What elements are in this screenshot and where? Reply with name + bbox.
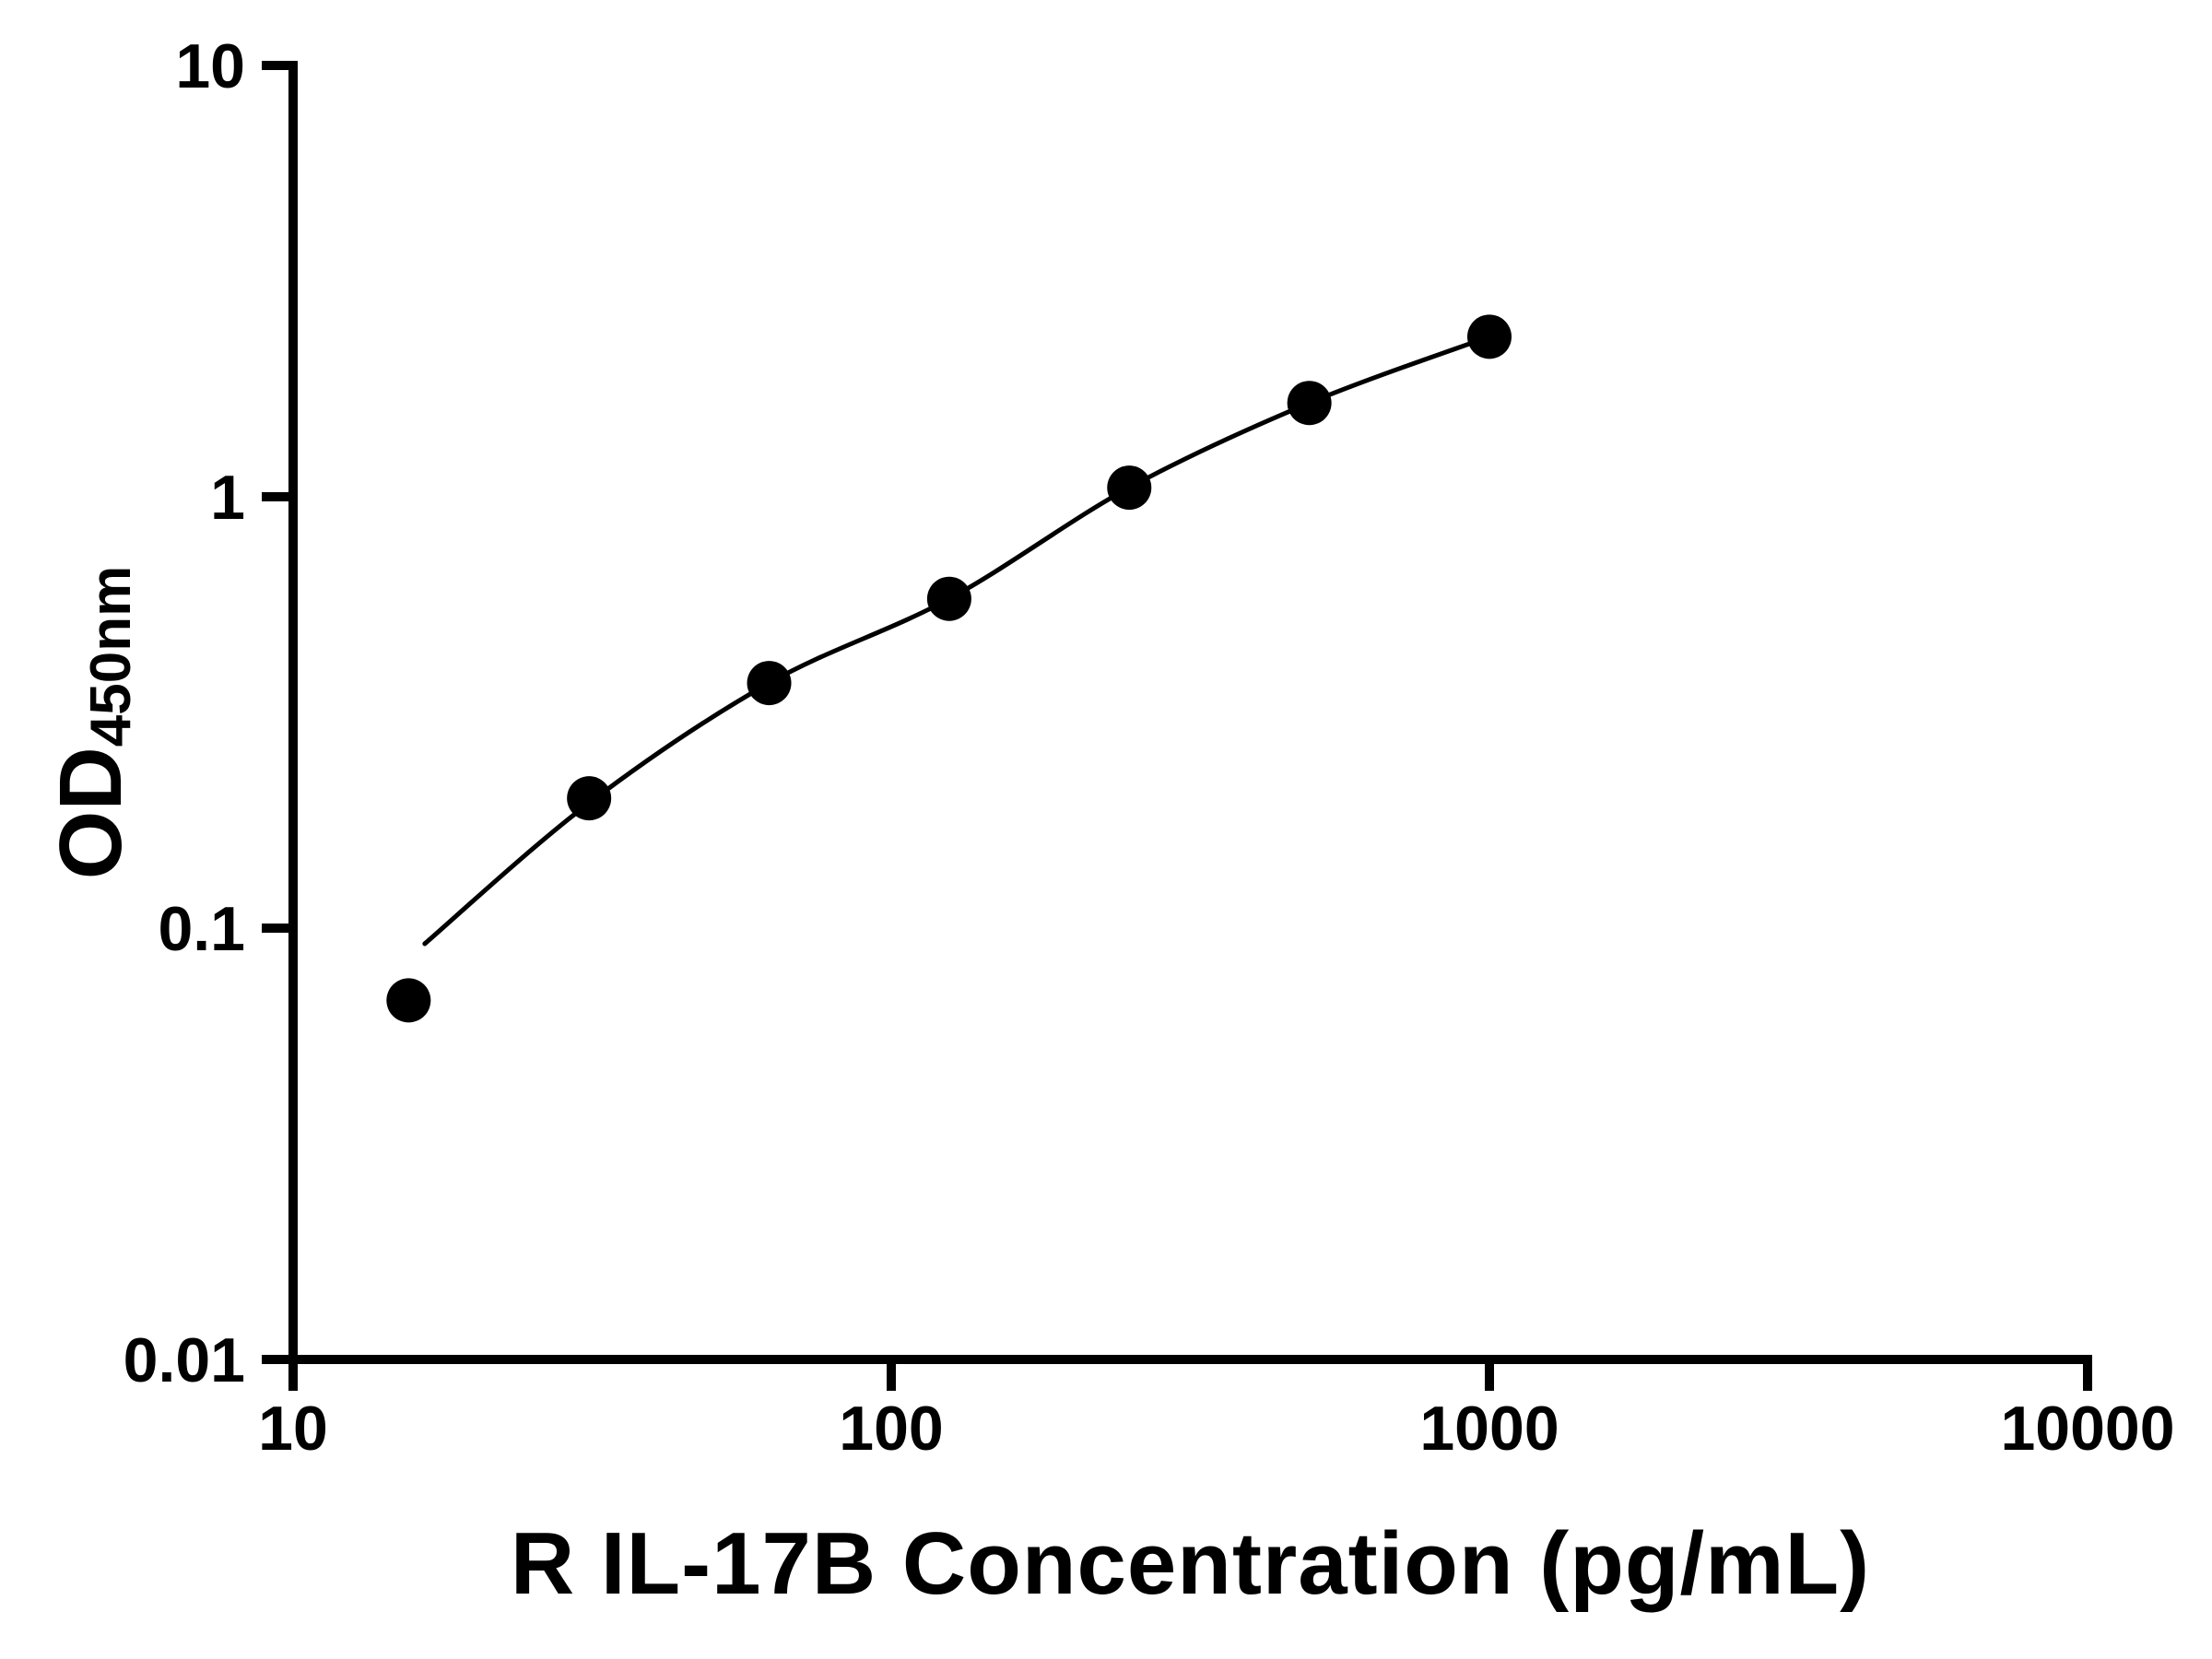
data-point [747, 661, 792, 706]
data-point [926, 576, 971, 621]
data-point [1287, 381, 1332, 426]
y-axis-tick-label: 10 [175, 31, 245, 101]
y-axis-title-subscript: 450nm [79, 565, 143, 747]
x-axis-tick-label: 1000 [1419, 1394, 1559, 1464]
y-axis-tick-label: 0.01 [124, 1325, 245, 1395]
x-axis-tick-label: 10000 [2000, 1394, 2174, 1464]
data-point [386, 978, 431, 1023]
data-point [1107, 465, 1152, 511]
data-point [567, 776, 612, 821]
x-axis-tick-label: 100 [839, 1394, 943, 1464]
y-axis-tick-label: 0.1 [158, 894, 245, 964]
y-axis-tick-label: 1 [210, 463, 245, 533]
y-axis-title: OD450nm [41, 566, 144, 879]
data-point [1467, 314, 1512, 359]
fit-curve [422, 334, 1492, 947]
y-axis-title-main: OD [41, 747, 140, 880]
x-axis-tick-label: 10 [258, 1394, 328, 1464]
axis-spine [288, 61, 2092, 1364]
x-axis-title: R IL-17B Concentration (pg/mL) [510, 1514, 1871, 1613]
